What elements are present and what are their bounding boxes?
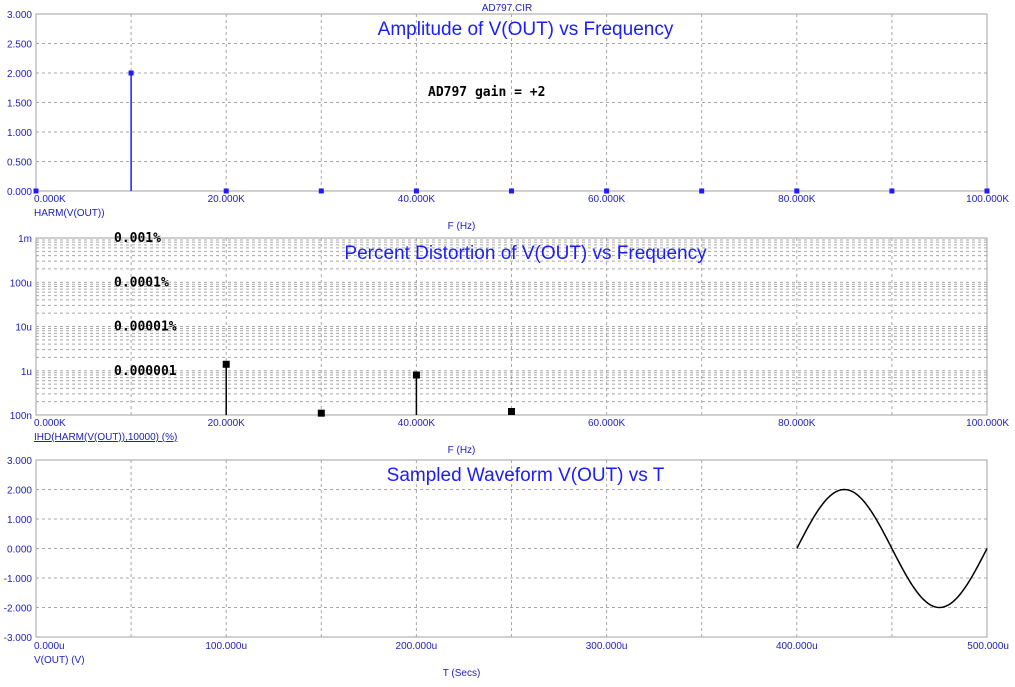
x-tick-label: 0.000u	[34, 641, 65, 652]
chart-panel-3: 3.000 2.000 1.000 0.000 -1.000 -2.000 -3.0000.…	[4, 456, 1009, 679]
y-tick-label: 0.000	[7, 545, 32, 556]
y-tick-label: -2.000	[4, 604, 33, 615]
gain-annotation: AD797 gain = +2	[428, 85, 545, 100]
x-tick-label: 60.000K	[588, 194, 626, 205]
harmonic-point	[604, 188, 610, 194]
file-name: AD797.CIR	[482, 3, 533, 14]
distortion-point	[412, 371, 420, 379]
y-tick-label: 1.000	[7, 515, 32, 526]
x-axis-label: F (Hz)	[448, 445, 476, 456]
percent-annotation: 0.000001	[114, 364, 177, 379]
distortion-point	[508, 407, 515, 415]
harmonic-point	[33, 188, 39, 194]
x-tick-label: 0.000K	[34, 418, 66, 429]
chart-title: Amplitude of V(OUT) vs Frequency	[378, 19, 674, 40]
y-tick-label: 3.000	[7, 456, 32, 467]
x-tick-label: 500.000u	[967, 641, 1009, 652]
x-tick-label: 20.000K	[208, 194, 246, 205]
y-tick-label: 0.500	[7, 158, 32, 169]
percent-annotation: 0.00001%	[114, 320, 177, 335]
y-tick-label: -1.000	[4, 574, 33, 585]
y-tick-label: 10u	[15, 323, 32, 334]
distortion-point	[222, 360, 230, 368]
harmonic-point	[794, 188, 800, 194]
y-tick-label: 1m	[18, 234, 32, 245]
percent-annotation: 0.0001%	[114, 275, 169, 290]
chart-title: Sampled Waveform V(OUT) vs T	[387, 465, 665, 486]
trace-label: IHD(HARM(V(OUT)),10000) (%)	[34, 432, 177, 443]
x-tick-label: 60.000K	[588, 418, 626, 429]
waveform-line	[796, 488, 988, 609]
x-tick-label: 100.000u	[205, 641, 247, 652]
y-tick-label: -3.000	[4, 633, 33, 644]
x-tick-label: 20.000K	[208, 418, 246, 429]
x-tick-label: 400.000u	[776, 641, 818, 652]
y-tick-label: 0.000	[7, 187, 32, 198]
y-tick-label: 1.500	[7, 99, 32, 110]
percent-annotation: 0.001%	[114, 231, 161, 246]
x-tick-label: 100.000K	[966, 194, 1009, 205]
trace-label: V(OUT) (V)	[34, 655, 85, 666]
harmonic-point	[889, 188, 895, 194]
harmonic-point	[699, 188, 705, 194]
y-tick-label: 1u	[21, 367, 32, 378]
x-tick-label: 40.000K	[398, 194, 436, 205]
x-tick-label: 300.000u	[586, 641, 628, 652]
x-tick-label: 40.000K	[398, 418, 436, 429]
harmonic-point	[128, 70, 134, 76]
harmonic-point	[413, 188, 419, 194]
x-tick-label: 0.000K	[34, 194, 66, 205]
y-tick-label: 100u	[10, 278, 32, 289]
harmonic-point	[223, 188, 229, 194]
y-tick-label: 2.000	[7, 486, 32, 497]
distortion-point	[317, 409, 325, 417]
chart-title: Percent Distortion of V(OUT) vs Frequenc…	[344, 243, 707, 264]
x-axis-label: F (Hz)	[448, 221, 476, 232]
x-axis-label: T (Secs)	[443, 668, 481, 679]
x-tick-label: 80.000K	[778, 418, 816, 429]
y-tick-label: 2.000	[7, 69, 32, 80]
harmonic-point	[509, 188, 514, 194]
harmonic-point	[318, 188, 324, 194]
x-tick-label: 200.000u	[396, 641, 438, 652]
chart-panel-1: 3.000 2.500 2.000 1.500 1.000 0.500 0.0000.000…	[7, 10, 1009, 232]
y-tick-label: 100n	[10, 411, 32, 422]
y-tick-label: 2.500	[7, 40, 32, 51]
harmonic-point	[984, 188, 990, 194]
trace-label: HARM(V(OUT))	[34, 208, 105, 219]
y-tick-label: 3.000	[7, 10, 32, 21]
y-tick-label: 1.000	[7, 128, 32, 139]
x-tick-label: 100.000K	[966, 418, 1009, 429]
x-tick-label: 80.000K	[778, 194, 816, 205]
